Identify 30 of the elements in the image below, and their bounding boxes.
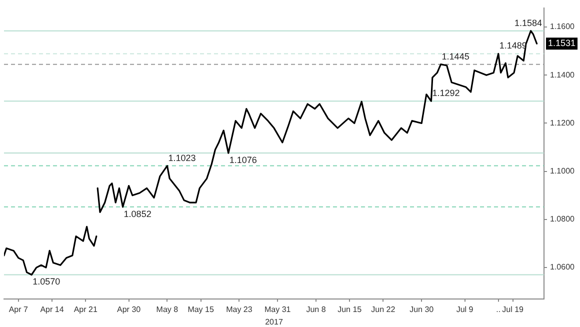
x-tick-label: Jul 9	[456, 304, 474, 314]
annotation: 1.1076	[229, 155, 257, 166]
x-axis-title: 2017	[265, 317, 284, 326]
annotation: 1.0852	[124, 208, 152, 219]
x-tick-label: May 8	[156, 304, 179, 314]
y-tick-label: 1.1000	[550, 166, 576, 176]
y-tick-label: 1.0600	[550, 262, 576, 272]
x-tick-label: Jun 30	[410, 304, 434, 314]
y-tick-label: 1.1600	[550, 22, 576, 32]
annotation: 1.1445	[442, 51, 470, 62]
x-tick-label: Jun 15	[338, 304, 362, 314]
x-tick-label: Jul 19	[502, 304, 524, 314]
x-tick-label: Jun 22	[371, 304, 396, 314]
y-tick-label: 1.1200	[550, 118, 576, 128]
y-tick-label: 1.0800	[550, 214, 576, 224]
x-tick-label: Apr 14	[40, 304, 64, 314]
annotation: 1.0570	[32, 276, 60, 287]
annotation: 1.1584	[514, 18, 542, 28]
annotation: 1.1292	[432, 88, 460, 98]
annotation: 1.1023	[168, 152, 196, 163]
x-tick-label: Apr 7	[8, 304, 29, 314]
x-tick-label: May 15	[188, 304, 214, 314]
x-tick-label: Jun 8	[306, 304, 326, 314]
x-tick-label: Apr 21	[74, 304, 98, 314]
x-tick-label: ..	[496, 304, 501, 314]
annotation: 1.1531	[548, 38, 576, 48]
y-tick-label: 1.1400	[550, 70, 576, 80]
x-tick-label: May 23	[226, 304, 253, 314]
x-tick-label: May 31	[264, 304, 292, 314]
x-tick-label: Apr 30	[117, 304, 142, 314]
